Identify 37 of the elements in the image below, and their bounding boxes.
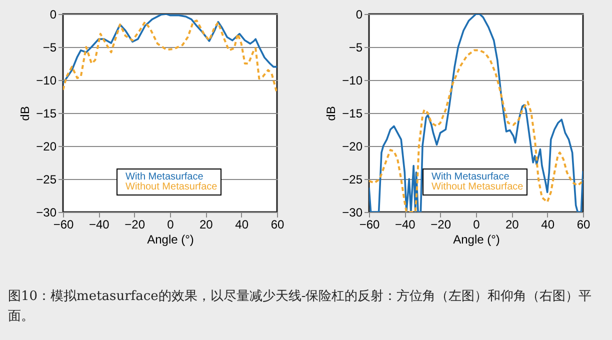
x-tick-label: −60 [359,218,380,232]
y-tick-label: −25 [36,172,57,186]
x-tick-label: 60 [270,218,284,232]
x-tick-label: 20 [199,218,214,232]
x-tick-label: 40 [541,218,555,232]
y-tick-label: 0 [356,8,363,22]
caption: 图10：模拟metasurface的效果，以尽量减少天线-保险杠的反射：方位角（左图）和仰角（右图）平面。 [8,288,593,326]
x-tick-label: −40 [88,218,110,232]
y-tick-label: 0 [50,8,57,22]
x-tick-label: 40 [235,218,249,232]
y-tick-label: −5 [42,40,57,54]
x-tick-label: −20 [430,218,452,232]
text: Without Metasurface [126,181,218,192]
x-tick-label: −20 [124,218,146,232]
x-tick-label: 60 [576,218,590,232]
y-axis-title: dB [324,106,338,121]
y-tick-label: −15 [36,106,57,120]
y-tick-label: −10 [36,74,57,88]
y-tick-label: −15 [342,106,363,120]
y-tick-label: −5 [348,40,363,54]
y-tick-label: −25 [342,172,363,186]
x-tick-label: 20 [505,218,520,232]
x-tick-label: −40 [394,218,416,232]
series-label: Without Metasurface [432,181,524,192]
y-axis-title: dB [18,106,32,121]
y-tick-label: −30 [36,206,57,220]
x-tick-label: −60 [53,218,74,232]
x-tick-label: 0 [473,218,480,232]
series-label: With Metasurface [432,171,510,182]
x-axis-title: Angle (°) [453,232,500,246]
x-axis-title: Angle (°) [147,232,194,246]
x-tick-label: 0 [167,218,174,232]
text: With Metasurface [126,171,204,182]
y-tick-label: −20 [36,140,57,154]
y-tick-label: −20 [342,140,363,154]
y-tick-label: −30 [342,206,363,220]
y-tick-label: −10 [342,74,363,88]
